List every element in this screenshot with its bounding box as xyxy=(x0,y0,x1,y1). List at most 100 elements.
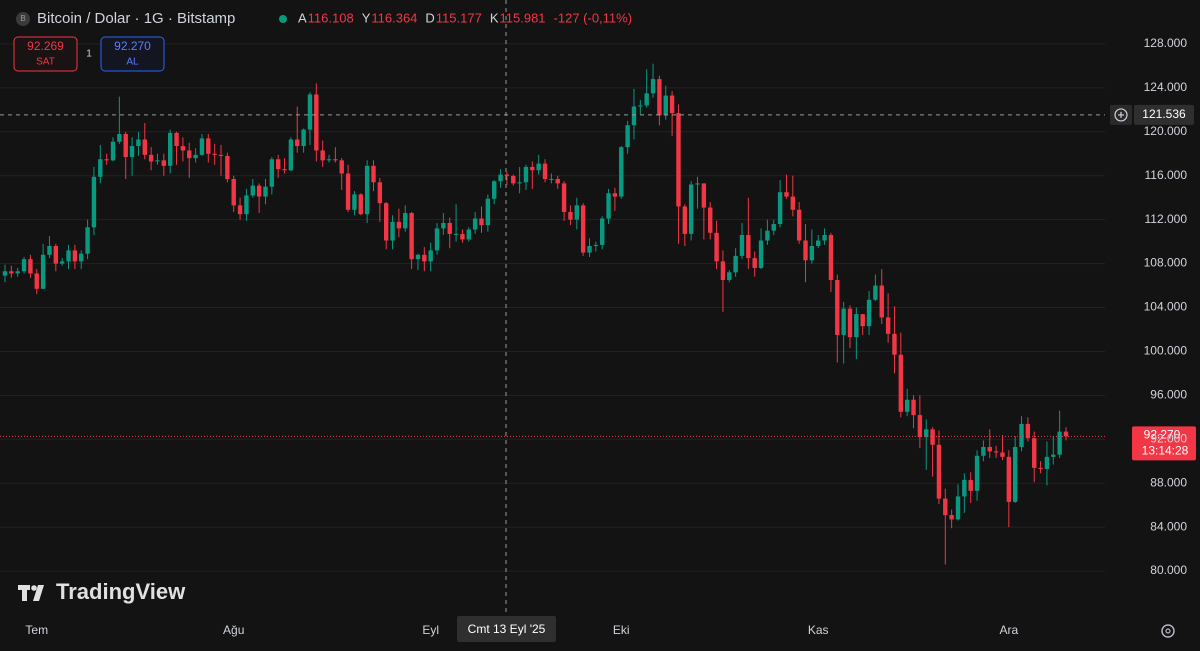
candle-body xyxy=(1025,423,1031,439)
candle-body xyxy=(358,194,363,215)
candle-body xyxy=(657,79,662,116)
candle-body xyxy=(752,258,757,268)
market-status xyxy=(279,15,287,23)
candle-body xyxy=(1006,456,1012,502)
candle-body xyxy=(129,146,135,158)
symbol-title[interactable]: Bitcoin / Dolar · 1G · Bitstamp xyxy=(37,10,235,27)
x-tick-label: Ağu xyxy=(223,623,244,637)
x-tick-label: Kas xyxy=(808,623,829,637)
candle-body xyxy=(34,273,39,289)
candle-body xyxy=(568,211,573,220)
candle-body xyxy=(746,235,751,259)
candle-body xyxy=(441,222,446,229)
candle-body xyxy=(822,235,827,241)
candle-body xyxy=(155,160,160,162)
candle-body xyxy=(625,125,630,148)
candle-body xyxy=(47,246,52,255)
ohlc-value: 116.364 xyxy=(371,10,417,25)
y-tick-label: 104.000 xyxy=(1144,300,1188,314)
candle-body xyxy=(479,218,484,226)
candle-body xyxy=(1057,431,1062,455)
last-price-tag xyxy=(1132,426,1196,461)
settings-icon-core xyxy=(1165,628,1171,634)
candle-body xyxy=(180,146,186,151)
candle-body xyxy=(701,183,707,208)
sell-button[interactable] xyxy=(13,36,78,72)
ohlc-key: A xyxy=(298,10,307,25)
candle-body xyxy=(549,179,554,181)
candle-body xyxy=(1000,452,1005,457)
candle-body xyxy=(1051,454,1056,457)
candle-body xyxy=(256,185,262,197)
candle-body xyxy=(250,185,255,196)
candle-body xyxy=(892,333,897,355)
candle-body xyxy=(688,184,694,234)
candle-body xyxy=(981,446,986,456)
candle-body xyxy=(485,198,491,226)
x-tick-label: Eki xyxy=(613,623,630,637)
y-tick-label: 100.000 xyxy=(1144,344,1188,358)
candle-body xyxy=(536,163,541,171)
candle-body xyxy=(231,179,236,206)
candle-body xyxy=(199,138,205,155)
candle-body xyxy=(383,203,389,241)
candle-body xyxy=(720,261,726,281)
candle-body xyxy=(561,183,567,212)
candle-body xyxy=(66,250,71,262)
candle-body xyxy=(943,498,948,516)
candle-body xyxy=(879,285,884,318)
candle-body xyxy=(765,230,770,241)
candle-body xyxy=(225,155,230,180)
buy-button[interactable] xyxy=(100,36,165,72)
candle-body xyxy=(142,139,147,155)
spread: 1 xyxy=(86,49,92,60)
candle-body xyxy=(593,244,599,246)
candle-body xyxy=(339,160,344,174)
y-tick-label: 128.000 xyxy=(1144,36,1188,50)
candle-body xyxy=(377,182,383,204)
candle-body xyxy=(924,429,929,438)
brand-logo xyxy=(18,585,44,601)
crosshair-date-tag xyxy=(457,616,556,642)
candle-body xyxy=(345,173,351,210)
x-tick-label: Eyl xyxy=(422,623,439,637)
candle-body xyxy=(28,259,33,274)
ohlc-value: 116.108 xyxy=(308,10,354,25)
candle-body xyxy=(295,139,300,147)
candle-body xyxy=(371,165,376,183)
candle-body xyxy=(396,221,402,229)
candle-body xyxy=(542,163,548,180)
candle-body xyxy=(580,205,586,253)
candle-body xyxy=(59,261,65,264)
sell-label: SAT xyxy=(36,57,55,68)
logo-part xyxy=(33,585,44,601)
logo-part xyxy=(31,585,37,591)
candle-body xyxy=(898,354,904,412)
candle-body xyxy=(854,314,859,338)
candle-body xyxy=(860,314,865,327)
candle-body xyxy=(447,222,452,234)
candle-body xyxy=(708,207,713,233)
candle-body xyxy=(993,451,999,453)
y-tick-label: 116.000 xyxy=(1145,168,1188,182)
crosshair-price-tag xyxy=(1134,104,1194,125)
crosshair-add-icon xyxy=(1114,108,1128,122)
candle-body xyxy=(123,133,128,158)
candle-body xyxy=(187,150,192,159)
ohlc-key: Y xyxy=(362,10,371,25)
candle-body xyxy=(79,253,84,262)
symbol-icon xyxy=(16,12,30,26)
crosshair-add-plus xyxy=(1118,111,1124,118)
candle-body xyxy=(85,227,90,254)
brand-name: TradingView xyxy=(56,579,186,604)
candle-body xyxy=(167,132,173,166)
candle-body xyxy=(828,235,834,281)
candle-body xyxy=(148,154,154,162)
settings-icon[interactable] xyxy=(1161,624,1175,638)
candle-body xyxy=(644,93,649,106)
candle-body xyxy=(1012,446,1018,502)
candle-body xyxy=(492,181,497,199)
